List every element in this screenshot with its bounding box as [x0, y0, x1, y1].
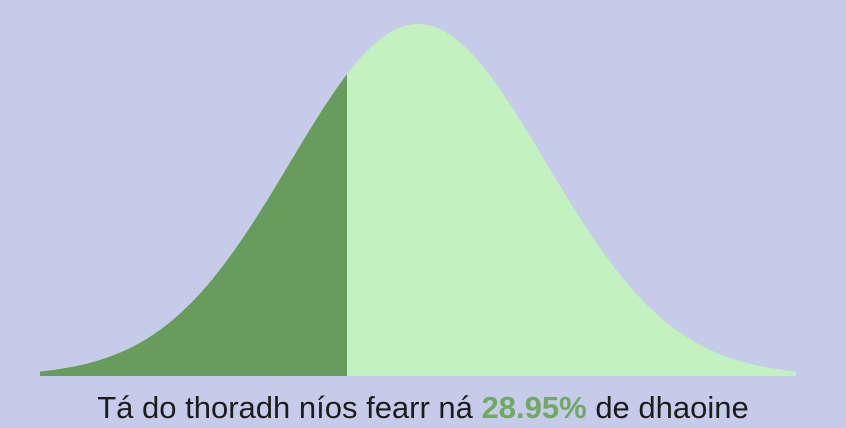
result-prefix: Tá do thoradh níos fearr ná: [97, 390, 473, 425]
distribution-area: [40, 24, 796, 376]
percentile-value: 28.95%: [481, 390, 587, 425]
bell-curve-chart: [40, 24, 796, 376]
result-suffix: de dhaoine: [595, 390, 749, 425]
percentile-sentence: Tá do thoradh níos fearr ná 28.95% de dh…: [0, 388, 846, 428]
percentile-shaded-area: [40, 74, 347, 376]
